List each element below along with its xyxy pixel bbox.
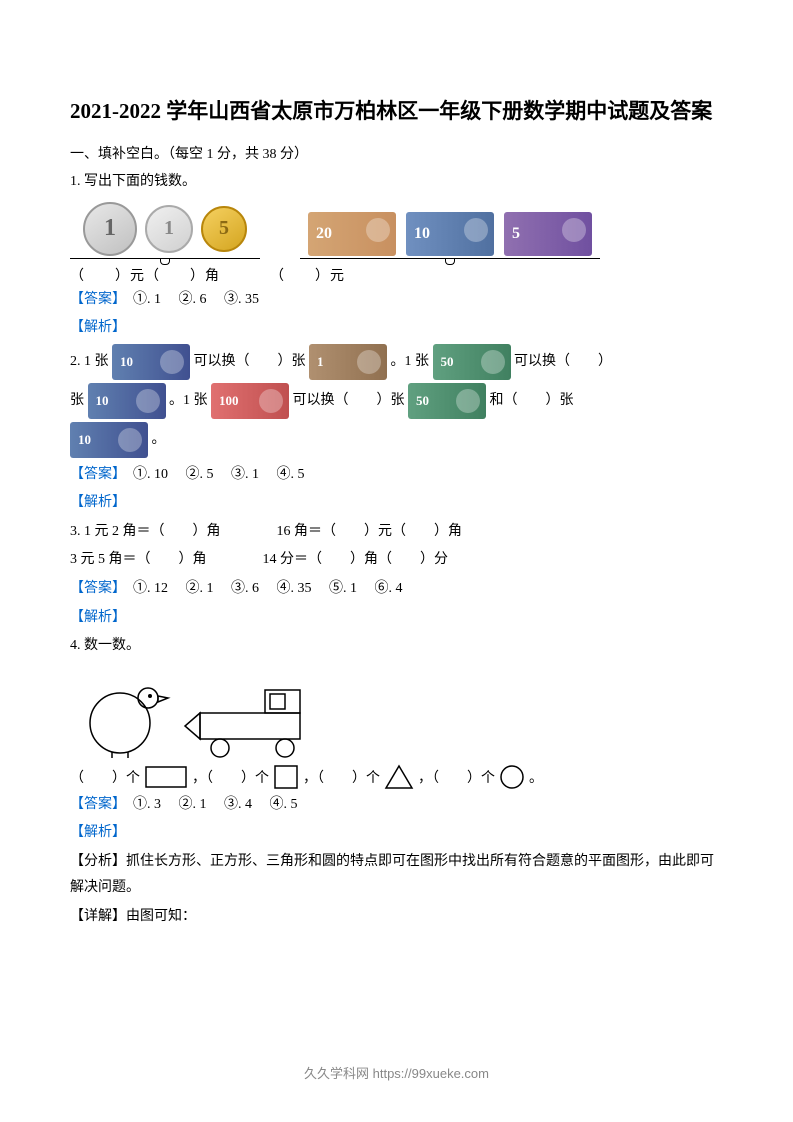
triangle-icon — [384, 764, 414, 790]
q1-analysis: 【解析】 — [70, 315, 723, 342]
q3-analysis: 【解析】 — [70, 605, 723, 632]
q2-line1: 2. 1 张 10 可以换（ ）张 1 。1 张 50 可以换（ ） — [70, 342, 723, 381]
brace-left — [70, 258, 260, 259]
section-header: 一、填补空白。（每空 1 分，共 38 分） — [70, 142, 723, 167]
q4-blanks: （ ）个 ，（ ）个 ，（ ）个 ，（ ）个 。 — [70, 764, 723, 790]
q1-blanks: （ ）元（ ）角（ ）元 — [70, 265, 723, 285]
q4-answer: 【答案】 ①. 3 ②. 1 ③. 4 ④. 5 — [70, 792, 723, 819]
q1-coins-group: 1 1 5 — [70, 202, 260, 259]
bill-inline-50b: 50 — [408, 383, 486, 419]
q4-analysis-label: 【解析】 — [70, 820, 723, 847]
rectangle-icon — [144, 765, 188, 789]
circle-icon — [499, 764, 525, 790]
bill-10: 10 — [406, 212, 494, 256]
bill-inline-10: 10 — [112, 344, 190, 380]
q4-prompt: 4. 数一数。 — [70, 633, 723, 660]
brace-right — [300, 258, 600, 259]
page-footer: 久久学科网 https://99xueke.com — [0, 1063, 793, 1082]
q2-answer: 【答案】 ①. 10 ②. 5 ③. 1 ④. 5 — [70, 462, 723, 489]
q1-bills-group: 20 10 5 — [300, 212, 600, 259]
q1-answer: 【答案】 ①. 1 ②. 6 ③. 35 — [70, 287, 723, 314]
q3-answer: 【答案】 ①. 12 ②. 1 ③. 6 ④. 35 ⑤. 1 ⑥. 4 — [70, 576, 723, 603]
bill-5: 5 — [504, 212, 592, 256]
bill-inline-10c: 10 — [70, 422, 148, 458]
q3-line1: 3. 1 元 2 角＝（ ）角 16 角＝（ ）元（ ）角 — [70, 519, 723, 546]
bill-inline-100: 100 — [211, 383, 289, 419]
bill-inline-1: 1 — [309, 344, 387, 380]
q1-prompt: 1. 写出下面的钱数。 — [70, 169, 723, 196]
bill-20: 20 — [308, 212, 396, 256]
q1-money-row: 1 1 5 20 10 5 — [70, 202, 723, 259]
q2-line2: 张 10 。1 张 100 可以换（ ）张 50 和（ ）张 — [70, 381, 723, 420]
bill-inline-10b: 10 — [88, 383, 166, 419]
q2-analysis: 【解析】 — [70, 490, 723, 517]
coin-5jiao: 5 — [201, 206, 247, 252]
page-title: 2021-2022 学年山西省太原市万柏林区一年级下册数学期中试题及答案 — [70, 90, 723, 132]
q4-analysis-text: 【分析】抓住长方形、正方形、三角形和圆的特点即可在图形中找出所有符合题意的平面图… — [70, 849, 723, 902]
square-icon — [273, 764, 299, 790]
q3-line2: 3 元 5 角＝（ ）角 14 分＝（ ）角（ ）分 — [70, 547, 723, 574]
bill-inline-50: 50 — [433, 344, 511, 380]
q2-line3: 10 。 — [70, 420, 723, 459]
coin-1jiao: 1 — [145, 205, 193, 253]
q4-shapes-figure — [70, 668, 723, 758]
coin-1yuan: 1 — [83, 202, 137, 256]
q4-detail-text: 【详解】由图可知： — [70, 904, 723, 931]
